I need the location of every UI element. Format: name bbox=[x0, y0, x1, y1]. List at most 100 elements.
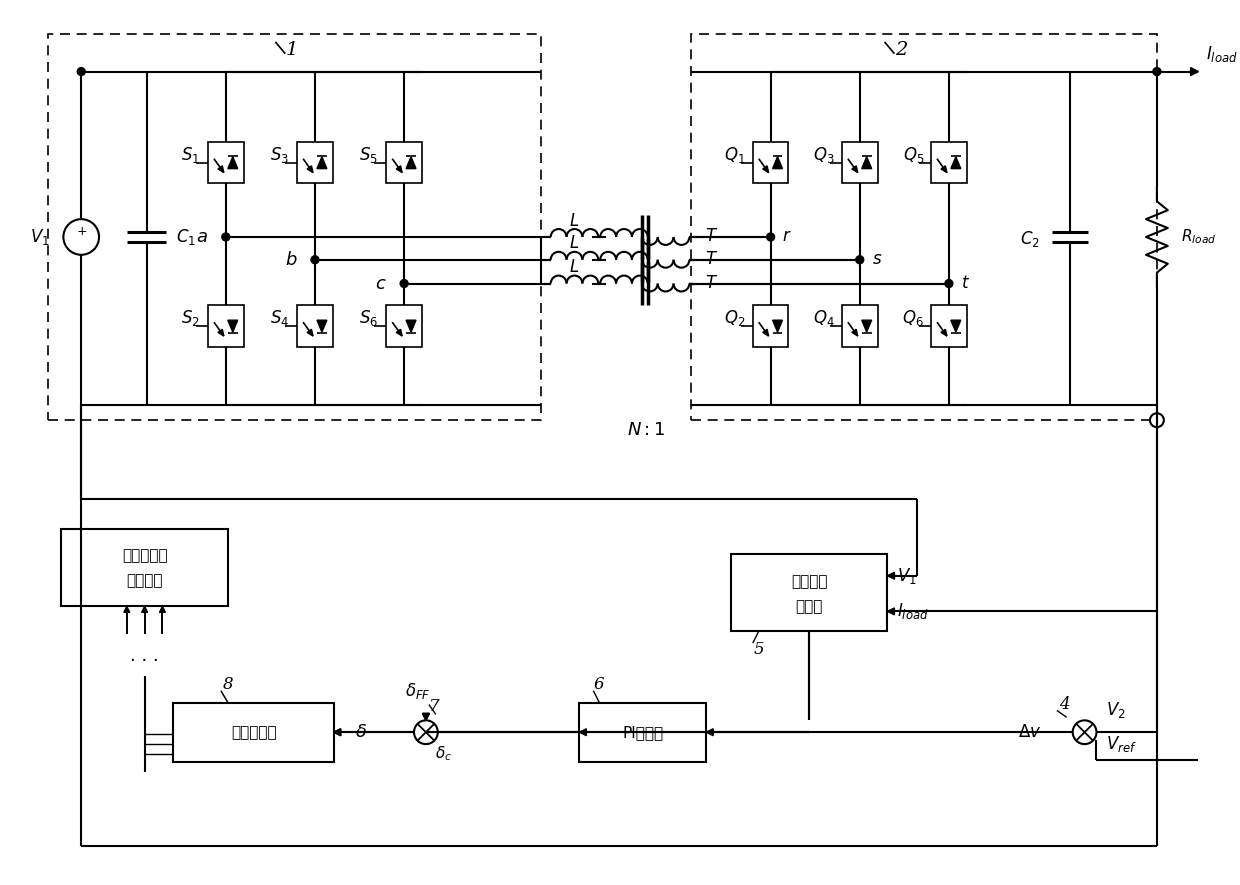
Text: $Q_{1}$: $Q_{1}$ bbox=[724, 145, 745, 165]
Text: 功率开关管: 功率开关管 bbox=[122, 549, 167, 564]
Bar bbox=[298, 142, 332, 183]
Polygon shape bbox=[160, 606, 165, 612]
Polygon shape bbox=[852, 165, 858, 173]
Text: $V_2$: $V_2$ bbox=[1106, 700, 1126, 720]
Text: $V_{ref}$: $V_{ref}$ bbox=[1106, 734, 1137, 754]
Text: $r$: $r$ bbox=[782, 228, 792, 245]
Text: $L$: $L$ bbox=[569, 259, 579, 276]
Circle shape bbox=[222, 233, 229, 241]
Polygon shape bbox=[951, 320, 961, 332]
Text: $\Delta v$: $\Delta v$ bbox=[1018, 724, 1042, 741]
Text: $t$: $t$ bbox=[961, 275, 970, 292]
Text: $Q_{6}$: $Q_{6}$ bbox=[903, 308, 924, 328]
Bar bbox=[931, 305, 967, 347]
Text: $T$: $T$ bbox=[704, 251, 718, 268]
Polygon shape bbox=[579, 728, 587, 735]
Polygon shape bbox=[397, 165, 402, 173]
Text: 4: 4 bbox=[1059, 696, 1070, 713]
Polygon shape bbox=[397, 329, 402, 336]
Circle shape bbox=[856, 256, 864, 264]
Text: $S_{5}$: $S_{5}$ bbox=[360, 145, 378, 165]
Polygon shape bbox=[124, 606, 130, 612]
Circle shape bbox=[1153, 67, 1161, 75]
Polygon shape bbox=[407, 157, 415, 169]
Polygon shape bbox=[407, 320, 415, 332]
Text: $Q_{5}$: $Q_{5}$ bbox=[903, 145, 924, 165]
Text: 补偿器: 补偿器 bbox=[796, 599, 823, 614]
Bar bbox=[753, 305, 789, 347]
Circle shape bbox=[401, 280, 408, 288]
Text: $Q_{4}$: $Q_{4}$ bbox=[813, 308, 835, 328]
Polygon shape bbox=[334, 728, 341, 735]
Text: $I_{load}$: $I_{load}$ bbox=[898, 602, 929, 621]
Text: 负载前馈: 负载前馈 bbox=[791, 574, 827, 589]
Bar bbox=[62, 529, 228, 606]
Bar bbox=[298, 305, 332, 347]
Circle shape bbox=[766, 233, 775, 241]
Polygon shape bbox=[317, 157, 327, 169]
Text: $T$: $T$ bbox=[704, 228, 718, 245]
Text: $C_{1}$: $C_{1}$ bbox=[176, 227, 196, 247]
Text: 7: 7 bbox=[429, 698, 439, 715]
Polygon shape bbox=[941, 165, 947, 173]
Polygon shape bbox=[218, 165, 224, 173]
Text: $\delta_{FF}$: $\delta_{FF}$ bbox=[405, 681, 430, 701]
Polygon shape bbox=[1190, 67, 1199, 75]
Text: 2: 2 bbox=[895, 41, 908, 58]
Text: $\delta_c$: $\delta_c$ bbox=[435, 744, 453, 764]
Polygon shape bbox=[763, 165, 769, 173]
Bar bbox=[931, 142, 967, 183]
Text: 1: 1 bbox=[286, 41, 299, 58]
Bar bbox=[387, 305, 422, 347]
Text: $c$: $c$ bbox=[374, 274, 387, 293]
Text: $+$: $+$ bbox=[76, 225, 87, 237]
Text: 8: 8 bbox=[222, 676, 233, 693]
Text: $b$: $b$ bbox=[285, 250, 298, 269]
Text: $R_{load}$: $R_{load}$ bbox=[1180, 227, 1216, 246]
Polygon shape bbox=[228, 320, 238, 332]
Text: $C_2$: $C_2$ bbox=[1021, 229, 1040, 249]
Polygon shape bbox=[773, 320, 782, 332]
Text: $s$: $s$ bbox=[872, 251, 882, 268]
Polygon shape bbox=[862, 320, 872, 332]
Bar bbox=[842, 142, 878, 183]
Bar bbox=[753, 142, 789, 183]
Polygon shape bbox=[707, 728, 713, 735]
Text: $N:1$: $N:1$ bbox=[626, 421, 665, 439]
Polygon shape bbox=[852, 329, 858, 336]
Bar bbox=[732, 554, 888, 631]
Text: $L$: $L$ bbox=[569, 235, 579, 252]
Circle shape bbox=[77, 67, 86, 75]
Text: 移相调制器: 移相调制器 bbox=[231, 725, 277, 740]
Text: $a$: $a$ bbox=[196, 228, 208, 246]
Bar bbox=[842, 305, 878, 347]
Text: $S_{3}$: $S_{3}$ bbox=[270, 145, 289, 165]
Polygon shape bbox=[141, 606, 148, 612]
Text: $V_{1}$: $V_{1}$ bbox=[30, 227, 50, 247]
Text: PI调节器: PI调节器 bbox=[622, 725, 663, 740]
Bar bbox=[208, 305, 244, 347]
Polygon shape bbox=[308, 165, 312, 173]
Text: $Q_{2}$: $Q_{2}$ bbox=[724, 308, 745, 328]
Text: $L$: $L$ bbox=[569, 212, 579, 229]
Bar bbox=[692, 34, 1157, 420]
Text: $T$: $T$ bbox=[704, 275, 718, 292]
Bar bbox=[387, 142, 422, 183]
Text: $I_{load}$: $I_{load}$ bbox=[1207, 43, 1239, 64]
Text: $S_{6}$: $S_{6}$ bbox=[358, 308, 378, 328]
Text: $S_{2}$: $S_{2}$ bbox=[181, 308, 200, 328]
Polygon shape bbox=[773, 157, 782, 169]
Bar bbox=[208, 142, 244, 183]
Text: $V_1$: $V_1$ bbox=[898, 566, 918, 586]
Polygon shape bbox=[228, 157, 238, 169]
Text: 5: 5 bbox=[754, 641, 764, 658]
Polygon shape bbox=[334, 728, 341, 735]
Polygon shape bbox=[763, 329, 769, 336]
Polygon shape bbox=[941, 329, 947, 336]
Text: . . .: . . . bbox=[130, 647, 159, 665]
Text: $Q_{3}$: $Q_{3}$ bbox=[813, 145, 835, 165]
Polygon shape bbox=[888, 608, 894, 615]
Text: $S_{4}$: $S_{4}$ bbox=[269, 308, 289, 328]
Polygon shape bbox=[218, 329, 224, 336]
Polygon shape bbox=[308, 329, 312, 336]
